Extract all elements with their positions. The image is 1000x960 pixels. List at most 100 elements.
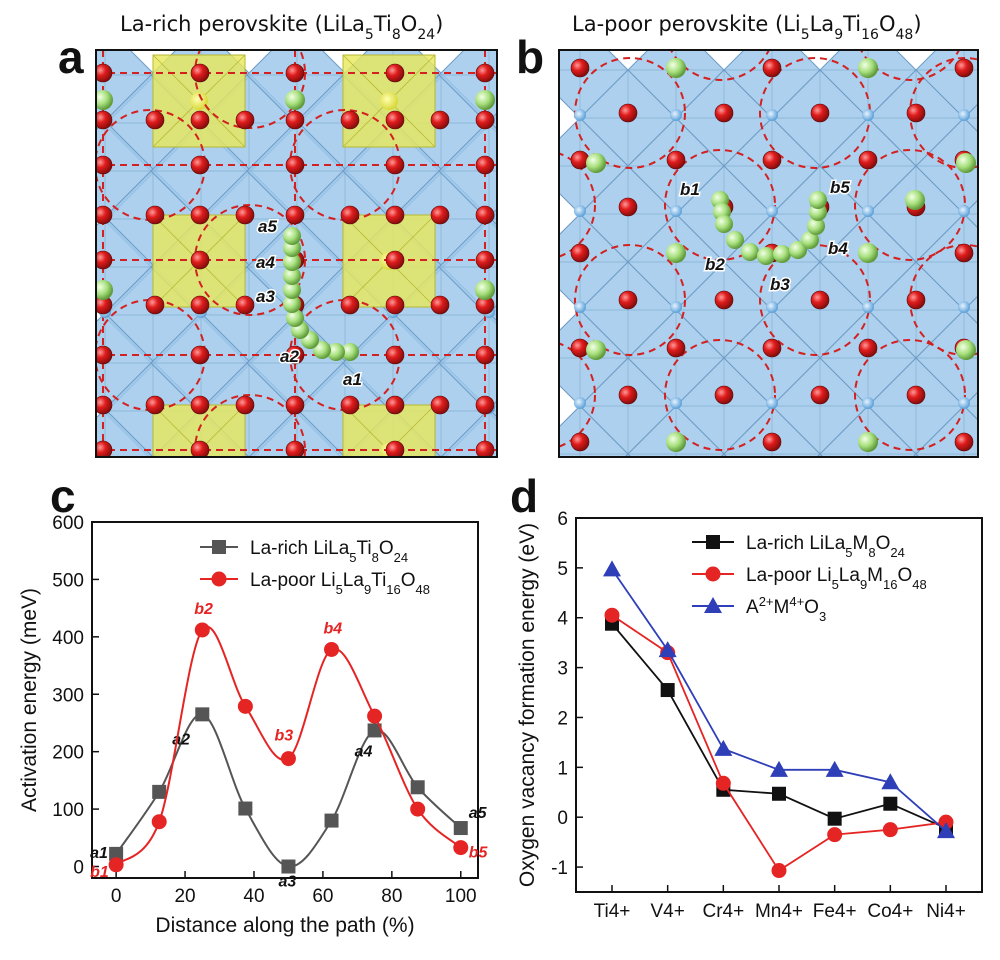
oxygen-atom — [954, 243, 974, 263]
data-point — [660, 683, 675, 698]
lithium-atom — [666, 243, 686, 263]
legend-c: La-rich LiLa5Ti8O24 La-poor Li5La9Ti16O48 — [200, 538, 430, 597]
x-tick-label: Mn4+ — [755, 901, 803, 922]
legend-label: La-poor Li5La9Ti16O48 — [250, 570, 430, 597]
oxygen-atom — [340, 295, 360, 315]
data-point — [237, 698, 253, 714]
la-atom — [190, 92, 208, 110]
diffusion-ring — [859, 50, 961, 81]
diffusion-ring — [669, 50, 771, 81]
oxygen-atom — [385, 440, 405, 457]
ti-atom — [291, 498, 303, 510]
y-tick-label: 6 — [557, 509, 568, 530]
oxygen-atom — [285, 110, 305, 130]
oxygen-atom — [340, 395, 360, 415]
ti-atom — [766, 205, 778, 217]
chart-c: 0 20 40 60 80 100 0 100 200 300 400 500 600 Distance … — [18, 513, 489, 937]
tio6-octahedron — [151, 505, 251, 605]
data-point — [714, 739, 733, 756]
x-tick-label: Fe4+ — [813, 901, 857, 922]
oxygen-atom — [190, 155, 210, 175]
diffusion-ring — [664, 149, 776, 261]
data-point — [937, 822, 955, 839]
site-label-a2: a2 — [280, 347, 299, 366]
ti-atom — [766, 109, 778, 121]
ti-atom — [574, 493, 586, 505]
oxygen-atom — [858, 150, 878, 170]
oxygen-atom — [285, 345, 305, 365]
li-path-atom — [789, 241, 807, 259]
li-path-atom — [715, 215, 733, 233]
oxygen-atom — [340, 205, 360, 225]
data-point — [825, 760, 844, 777]
lithium-atom — [96, 90, 113, 110]
legend-marker — [704, 597, 722, 613]
li-path-atom — [283, 267, 301, 285]
series-la-rich — [605, 616, 953, 836]
oxygen-atom — [954, 432, 974, 452]
tio6-octahedron — [535, 505, 635, 605]
oxygen-atom — [190, 440, 210, 457]
oxygen-atom — [190, 110, 210, 130]
oxygen-atom — [570, 58, 590, 78]
oxygen-atom — [475, 345, 495, 365]
tio6-octahedron — [440, 456, 442, 457]
data-point — [771, 863, 787, 879]
lithium-atom — [666, 58, 686, 78]
oxygen-atom — [96, 395, 113, 415]
tio6-octahedron — [103, 553, 203, 653]
data-point — [410, 801, 426, 817]
lithium-atom — [858, 58, 878, 78]
site-label-b1: b1 — [680, 180, 700, 199]
oxygen-atom — [666, 150, 686, 170]
panel-d-letter: d — [510, 470, 538, 522]
oxygen-atom — [145, 395, 165, 415]
tio6-octahedron — [295, 553, 395, 653]
point-label-b1: b1 — [90, 864, 109, 881]
tio6-octahedron — [580, 550, 676, 646]
oxygen-atom — [430, 110, 450, 130]
oxygen-atom — [906, 103, 926, 123]
legend-label: La-poor Li5La9M16O48 — [746, 565, 927, 592]
data-point — [881, 773, 900, 790]
lithium-atom — [475, 90, 495, 110]
ti-atom — [670, 397, 682, 409]
data-point — [453, 840, 469, 856]
legend-marker — [211, 571, 227, 587]
diffusion-ring — [854, 339, 966, 451]
ti-atom — [958, 205, 970, 217]
tio6-octahedron — [916, 502, 1000, 598]
ti-atom — [670, 493, 682, 505]
y-axis-label: Activation energy (meV) — [18, 588, 41, 812]
data-point — [324, 641, 340, 657]
ti-atom — [958, 493, 970, 505]
oxygen-atom — [618, 103, 638, 123]
data-point — [453, 821, 468, 836]
li-path-atom — [726, 231, 744, 249]
x-tick-label: 100 — [445, 886, 477, 907]
data-point — [151, 814, 167, 830]
data-point — [882, 822, 898, 838]
x-tick-label: 80 — [381, 886, 402, 907]
series-la-poor: b1 b2 b3 b4 b5 — [90, 601, 488, 881]
data-point — [883, 796, 898, 811]
tio6-octahedron — [628, 502, 724, 598]
legend-d: La-rich LiLa5M8O24 La-poor Li5La9M16O48A2… — [692, 533, 927, 624]
oxygen-atom — [385, 345, 405, 365]
oxygen-atom — [190, 63, 210, 83]
li-path-atom — [807, 217, 825, 235]
oxygen-atom — [385, 155, 405, 175]
y-axis-label: Oxygen vacancy formation energy (eV) — [516, 523, 539, 887]
oxygen-atom — [235, 395, 255, 415]
panel-c: c 0 20 40 60 80 100 0 100 200 300 400 500 600 Distanc… — [18, 470, 489, 937]
oxygen-atom — [906, 290, 926, 310]
li-path-atom — [286, 309, 304, 327]
la-atom — [380, 92, 398, 110]
oxygen-atom — [618, 385, 638, 405]
li-path-atom — [327, 343, 345, 361]
oxygen-atom — [385, 205, 405, 225]
diffusion-ring — [664, 339, 776, 451]
oxygen-atom — [762, 58, 782, 78]
point-label-b4: b4 — [324, 620, 343, 637]
y-tick-label: 300 — [52, 685, 84, 706]
